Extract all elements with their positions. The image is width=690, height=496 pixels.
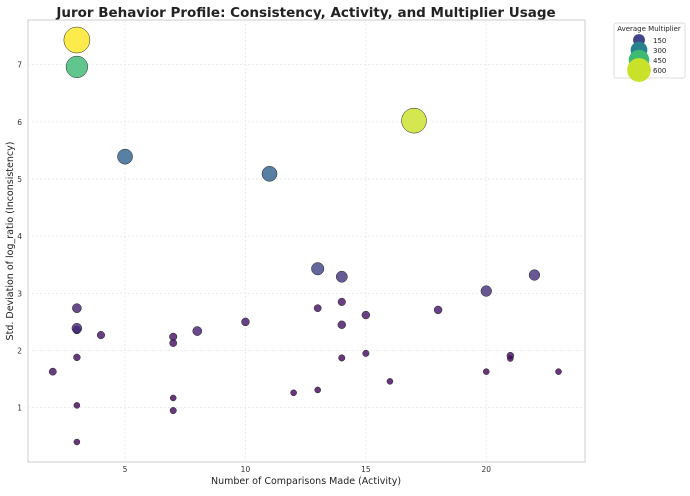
legend-label: 600	[653, 67, 666, 75]
data-point	[73, 353, 81, 362]
x-tick-label: 20	[481, 465, 491, 474]
y-axis-label: Std. Deviation of log_ratio (Inconsisten…	[5, 142, 16, 341]
plot-area	[27, 19, 586, 463]
data-point	[73, 438, 81, 446]
data-points	[48, 26, 562, 446]
legend-marker	[627, 58, 651, 82]
data-point	[71, 322, 83, 334]
legend-label: 450	[653, 57, 666, 65]
data-point	[337, 320, 346, 329]
x-tick-label: 15	[361, 465, 371, 474]
data-point	[169, 407, 177, 415]
x-axis-label: Number of Comparisons Made (Activity)	[211, 476, 401, 487]
data-point	[361, 310, 371, 320]
legend-title: Average Multiplier	[617, 25, 681, 33]
data-point	[483, 368, 490, 375]
data-point	[261, 166, 278, 182]
data-point	[480, 285, 492, 297]
legend-label: 150	[653, 37, 666, 45]
axis-ticks: 5 10 15 20 1 2 3 4 5 6 7	[17, 61, 491, 474]
y-tick-label: 4	[17, 232, 22, 241]
data-point	[362, 349, 370, 357]
data-point	[117, 148, 133, 165]
data-point	[192, 326, 203, 336]
y-tick-label: 5	[17, 175, 22, 184]
grid	[28, 20, 585, 462]
data-point	[73, 402, 81, 409]
legend-label: 300	[653, 47, 666, 55]
data-point	[169, 394, 177, 402]
data-point	[401, 107, 427, 134]
chart-title: Juror Behavior Profile: Consistency, Act…	[55, 5, 555, 21]
data-point	[169, 332, 178, 341]
data-point	[290, 389, 297, 397]
data-point	[506, 351, 515, 360]
data-point	[63, 26, 91, 54]
data-point	[311, 262, 325, 276]
y-tick-label: 7	[17, 61, 22, 70]
data-point	[241, 317, 250, 327]
y-tick-label: 2	[17, 346, 22, 355]
data-point	[338, 354, 346, 362]
y-tick-label: 6	[17, 118, 22, 127]
data-point	[433, 305, 443, 315]
x-tick-label: 5	[123, 465, 128, 474]
data-point	[48, 367, 57, 376]
data-point	[96, 331, 105, 340]
y-tick-label: 3	[17, 289, 22, 298]
data-point	[337, 297, 346, 306]
data-point	[386, 378, 394, 385]
data-point	[72, 303, 82, 313]
data-point	[313, 304, 322, 313]
data-point	[314, 386, 321, 394]
data-point	[528, 269, 541, 281]
data-point	[555, 368, 562, 375]
data-point	[65, 55, 88, 78]
legend: Average Multiplier 150 300 450 600	[613, 22, 686, 82]
x-tick-label: 10	[241, 465, 251, 474]
y-tick-label: 1	[17, 404, 22, 413]
data-point	[335, 270, 348, 283]
